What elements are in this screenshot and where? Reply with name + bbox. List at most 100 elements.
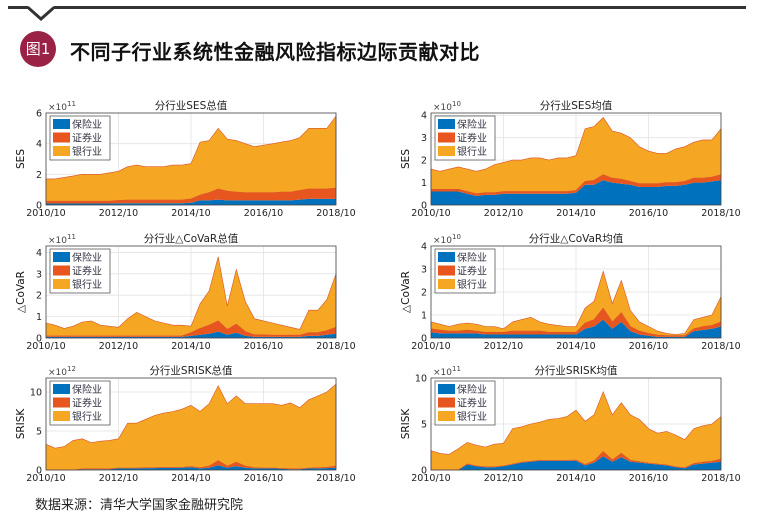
x-tick-label: 2012/10: [99, 473, 138, 484]
legend-swatch: [53, 132, 70, 143]
chart-title: 分行业SES均值: [540, 99, 613, 112]
x-tick-label: 2010/10: [411, 208, 450, 219]
data-source: 数据来源：清华大学国家金融研究院: [35, 498, 244, 513]
chart-svg: 0 1 2 3 4 2010/10 2012/10 2014/10 2016/10 2018/10…: [400, 99, 741, 219]
legend-label: 保险业: [457, 118, 487, 131]
figure-badge: 图1: [20, 31, 56, 67]
chart-svg: 0 1 2 3 4 2010/10 2012/10 2014/10 2016/10 2018/10…: [15, 232, 356, 352]
y-tick-label: 0: [36, 334, 42, 345]
legend-label: 银行业: [457, 410, 487, 423]
axis-multiplier: ×1011: [48, 233, 76, 246]
legend-swatch: [53, 146, 70, 156]
x-tick-label: 2018/10: [316, 208, 355, 219]
chart-covar-total: 0 1 2 3 4 2010/10 2012/10 2014/10 2016/10 2018/10…: [4, 229, 374, 361]
legend-label: 银行业: [457, 145, 487, 158]
legend-label: 银行业: [457, 278, 487, 291]
x-tick-label: 2016/10: [244, 473, 283, 484]
area-insurance: [46, 465, 336, 470]
legend-swatch: [438, 252, 455, 262]
area-securities: [431, 174, 721, 196]
x-tick-label: 2014/10: [171, 473, 210, 484]
axes-box: [45, 377, 337, 471]
legend-swatch: [438, 265, 455, 276]
axis-exponent: 11: [452, 365, 461, 373]
x-tick-label: 2010/10: [411, 473, 450, 484]
x-tick-label: 2016/10: [244, 208, 283, 219]
axis-exponent: 11: [67, 233, 76, 241]
legend-label: 证券业: [72, 397, 102, 410]
y-tick-label: 0: [421, 201, 427, 212]
legend-label: 保险业: [457, 383, 487, 396]
x-tick-label: 2014/10: [556, 208, 595, 219]
axes-box: [45, 245, 337, 339]
y-tick-label: 0: [421, 466, 427, 477]
axis-exponent: 10: [452, 233, 461, 241]
area-insurance: [431, 456, 721, 470]
axis-multiplier: ×1010: [433, 100, 461, 113]
y-tick-label: 5: [421, 420, 427, 431]
chart-title: 分行业SES总值: [155, 99, 228, 112]
x-tick-label: 2010/10: [26, 341, 65, 352]
area-securities: [46, 188, 336, 204]
y-axis-label: SES: [15, 149, 27, 169]
y-tick-label: 1: [421, 311, 427, 322]
axis-multiplier: ×1011: [48, 100, 76, 113]
chart-title: 分行业△CoVaR均值: [529, 232, 624, 245]
chart-ses-mean: 0 1 2 3 4 2010/10 2012/10 2014/10 2016/10 2018/10…: [389, 96, 759, 228]
y-tick-label: 3: [36, 269, 42, 280]
area-securities: [431, 451, 721, 470]
legend-swatch: [438, 132, 455, 143]
chart-svg: 0 2 4 6 2010/10 2012/10 2014/10 2016/10 2018/10 ×…: [15, 99, 356, 219]
axis-exponent: 12: [67, 365, 76, 373]
axis-multiplier: ×1010: [433, 233, 461, 246]
legend-swatch: [438, 397, 455, 408]
axes-box: [45, 112, 337, 206]
figure-title: 不同子行业系统性金融风险指标边际贡献对比: [70, 40, 480, 64]
legend-swatch: [438, 279, 455, 289]
x-tick-label: 2014/10: [556, 473, 595, 484]
legend-swatch: [53, 119, 70, 129]
y-tick-label: 6: [36, 109, 42, 120]
legend-swatch: [438, 146, 455, 156]
x-tick-label: 2014/10: [171, 341, 210, 352]
y-axis-label: △CoVaR: [15, 271, 27, 313]
legend-label: 保险业: [457, 251, 487, 264]
chart-title: 分行业SRISK总值: [149, 364, 233, 377]
x-tick-label: 2016/10: [629, 341, 668, 352]
y-tick-label: 10: [30, 388, 42, 399]
area-insurance: [46, 331, 336, 338]
y-tick-label: 4: [36, 248, 42, 259]
legend-label: 证券业: [457, 397, 487, 410]
y-tick-label: 3: [421, 265, 427, 276]
y-tick-label: 2: [36, 170, 42, 181]
legend-label: 证券业: [457, 265, 487, 278]
chart-ses-total: 0 2 4 6 2010/10 2012/10 2014/10 2016/10 2018/10 ×…: [4, 96, 374, 228]
y-tick-label: 4: [421, 111, 427, 122]
area-insurance: [431, 180, 721, 205]
chart-title: 分行业SRISK均值: [534, 364, 618, 377]
x-tick-label: 2012/10: [99, 208, 138, 219]
x-tick-label: 2010/10: [26, 208, 65, 219]
top-divider-line: [8, 6, 746, 9]
x-tick-label: 2014/10: [556, 341, 595, 352]
x-tick-label: 2016/10: [629, 473, 668, 484]
legend-swatch: [53, 397, 70, 408]
x-tick-label: 2012/10: [484, 341, 523, 352]
legend-swatch: [438, 411, 455, 421]
legend-label: 保险业: [72, 118, 102, 131]
x-tick-label: 2016/10: [629, 208, 668, 219]
y-tick-label: 3: [421, 133, 427, 144]
chart-covar-mean: 0 1 2 3 4 2010/10 2012/10 2014/10 2016/10 2018/10…: [389, 229, 759, 361]
chart-srisk-mean: 0 5 10 2010/10 2012/10 2014/10 2016/10 2018/10 ×…: [389, 361, 759, 493]
x-tick-label: 2018/10: [316, 473, 355, 484]
legend-label: 证券业: [457, 132, 487, 145]
area-insurance: [431, 319, 721, 338]
legend-label: 保险业: [72, 383, 102, 396]
legend-label: 证券业: [72, 265, 102, 278]
